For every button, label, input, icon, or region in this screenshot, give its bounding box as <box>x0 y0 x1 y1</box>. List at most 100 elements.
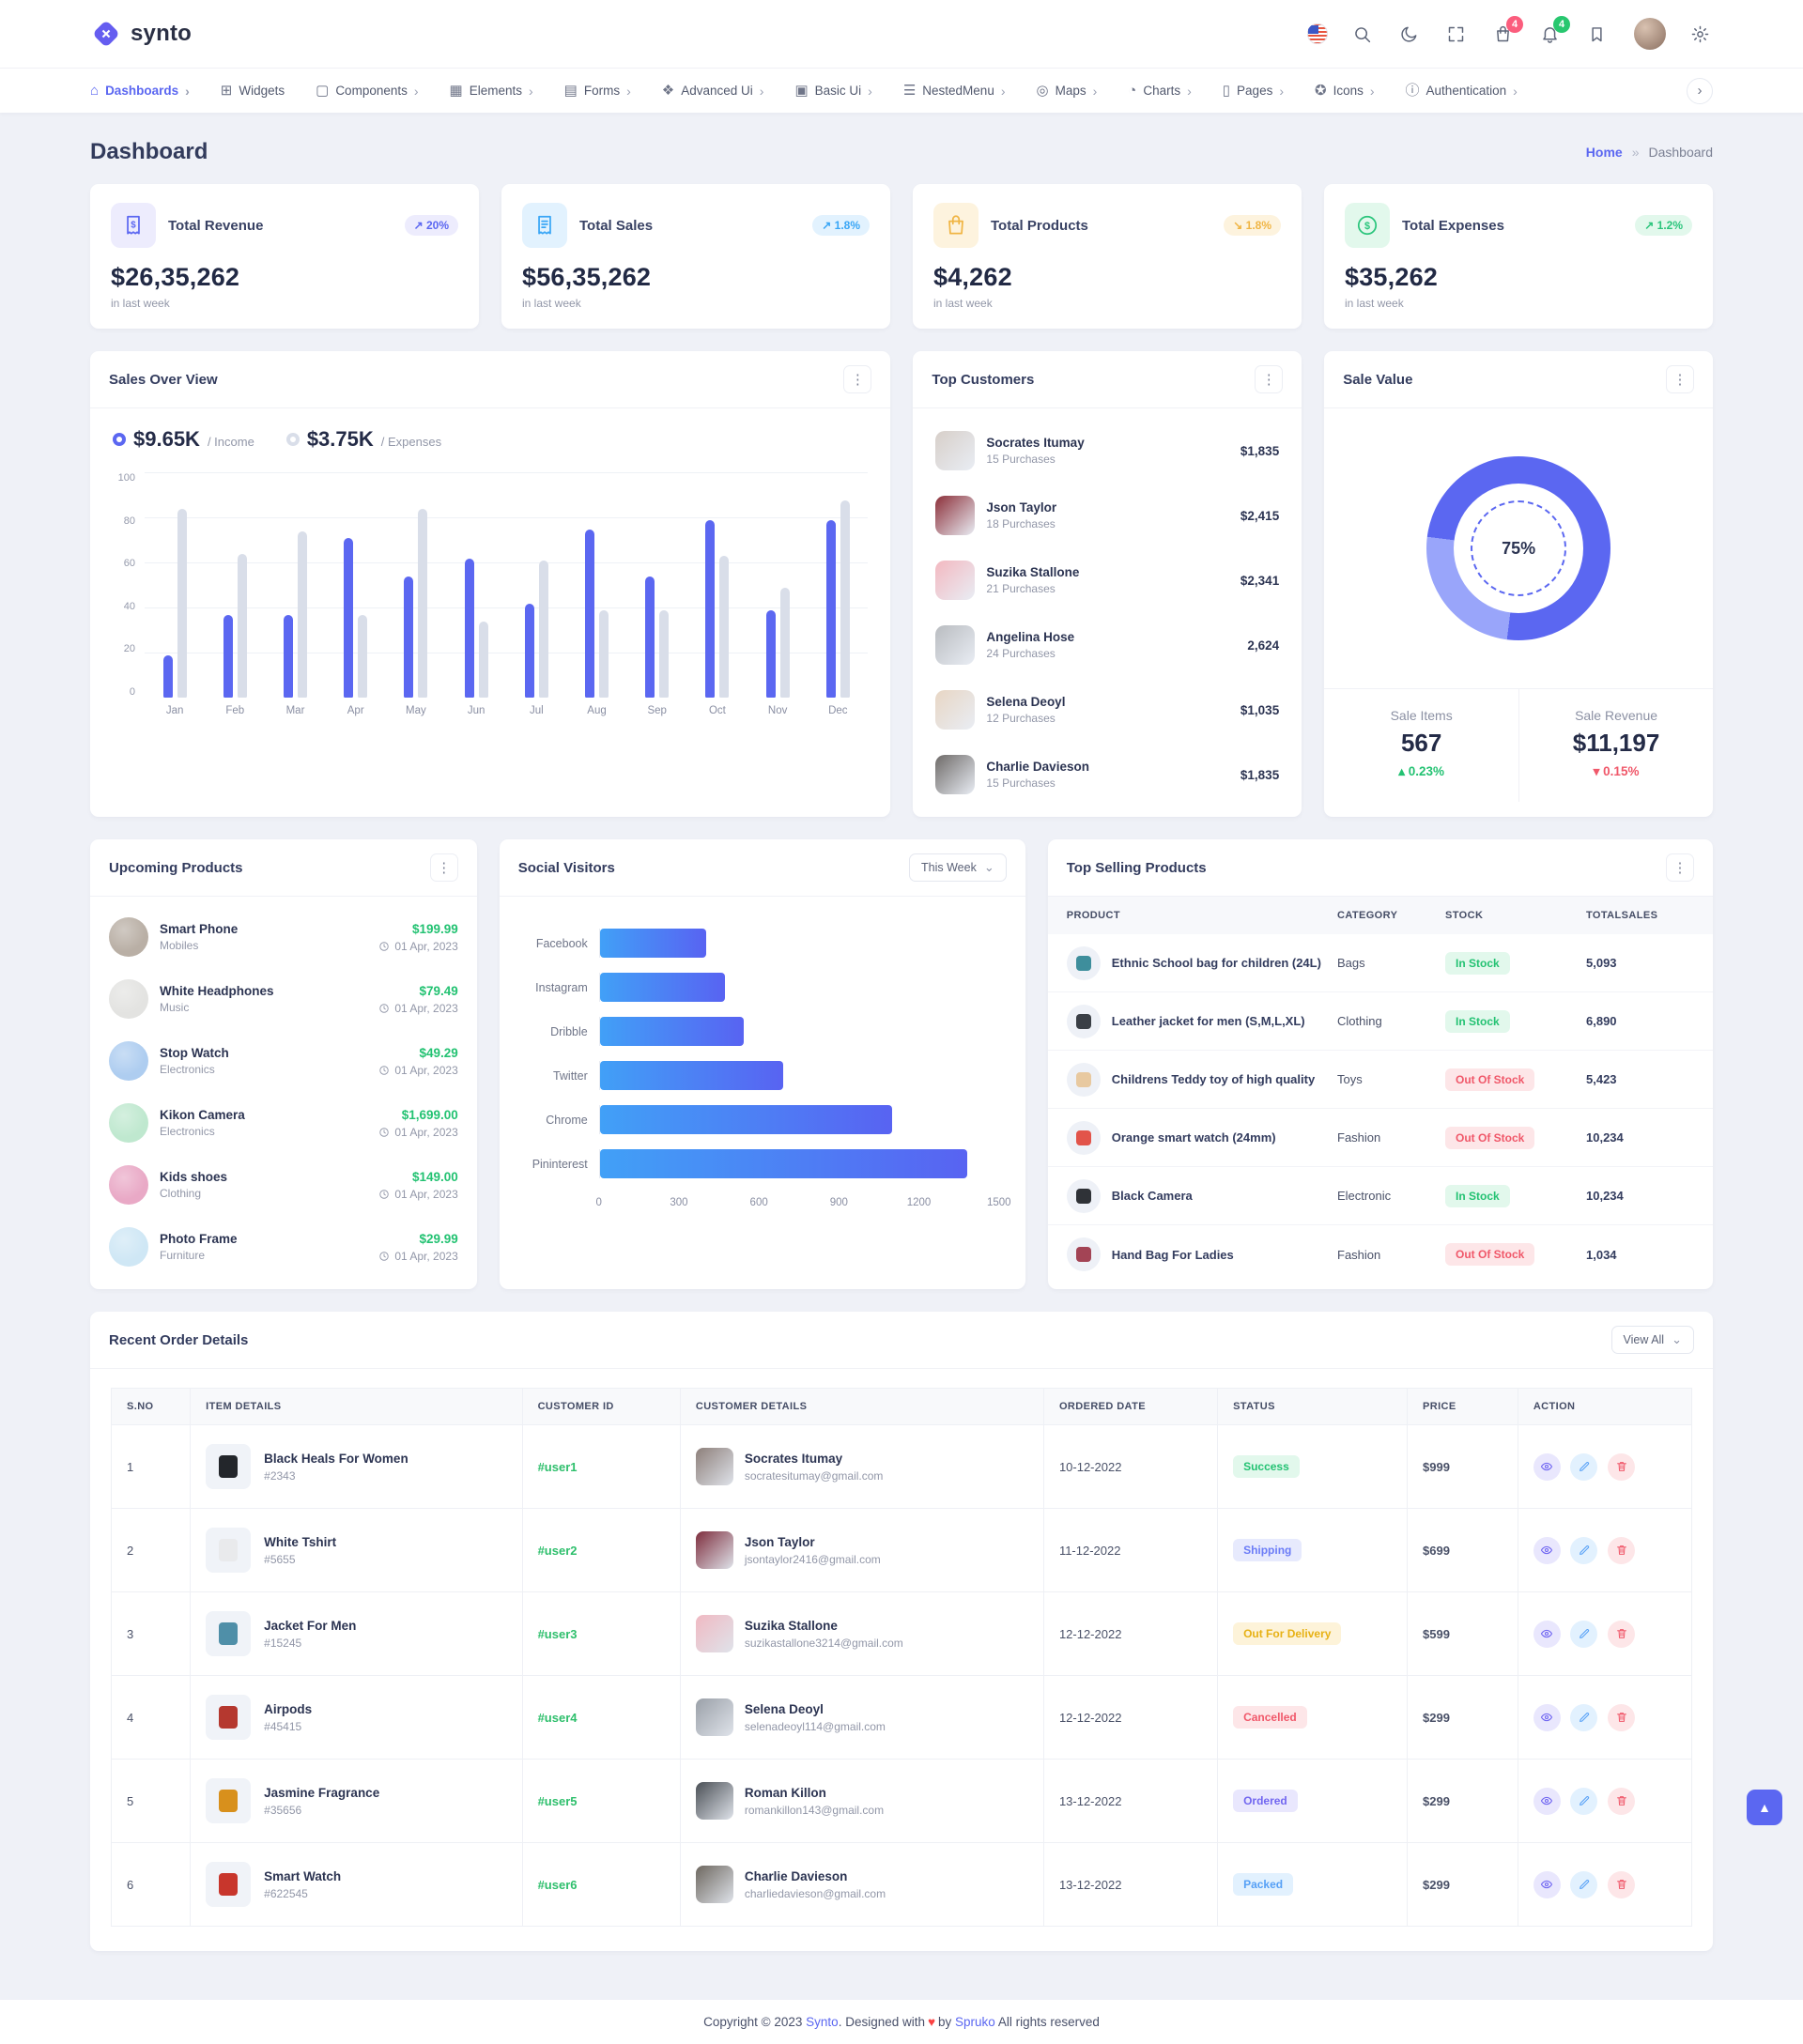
order-customer-id[interactable]: #user4 <box>538 1711 578 1725</box>
nested-menu-icon: ☰ <box>903 84 916 98</box>
notifications-bell-icon[interactable]: 4 <box>1540 23 1563 45</box>
breadcrumb-home-link[interactable]: Home <box>1586 145 1623 160</box>
cart-icon[interactable]: 4 <box>1493 23 1516 45</box>
nav-item-widgets[interactable]: ⊞ Widgets <box>221 84 285 98</box>
fullscreen-icon[interactable] <box>1446 23 1469 45</box>
upcoming-product-item[interactable]: Photo Frame Furniture $29.99 01 Apr, 202… <box>101 1216 466 1278</box>
bar <box>780 588 790 698</box>
footer-author-link[interactable]: Spruko <box>955 2015 995 2029</box>
footer-brand-link[interactable]: Synto <box>806 2015 839 2029</box>
nav-item-pages[interactable]: ▯ Pages <box>1223 84 1284 99</box>
nav-scroll-right-button[interactable]: › <box>1687 78 1713 104</box>
product-name: Kids shoes <box>160 1170 367 1184</box>
chevron-right-icon <box>1001 84 1006 99</box>
scroll-to-top-button[interactable]: ▲ <box>1747 1790 1782 1825</box>
delete-trash-icon[interactable] <box>1608 1453 1635 1481</box>
more-options-icon[interactable] <box>1255 365 1283 393</box>
delete-trash-icon[interactable] <box>1608 1704 1635 1731</box>
delete-trash-icon[interactable] <box>1608 1788 1635 1815</box>
nav-item-elements[interactable]: ▦ Elements <box>450 84 533 99</box>
upcoming-product-item[interactable]: Kids shoes Clothing $149.00 01 Apr, 2023 <box>101 1154 466 1216</box>
delete-trash-icon[interactable] <box>1608 1621 1635 1648</box>
table-row[interactable]: Leather jacket for men (S,M,L,XL) Clothi… <box>1048 992 1713 1051</box>
delete-trash-icon[interactable] <box>1608 1537 1635 1564</box>
more-options-icon[interactable] <box>843 365 871 393</box>
more-options-icon[interactable] <box>1666 365 1694 393</box>
widgets-icon: ⊞ <box>221 84 233 98</box>
view-eye-icon[interactable] <box>1533 1871 1561 1898</box>
view-eye-icon[interactable] <box>1533 1537 1561 1564</box>
upcoming-product-item[interactable]: White Headphones Music $79.49 01 Apr, 20… <box>101 968 466 1030</box>
customer-list-item[interactable]: Suzika Stallone 21 Purchases $2,341 <box>926 550 1288 610</box>
table-row[interactable]: Black Camera Electronic In Stock 10,234 <box>1048 1167 1713 1225</box>
product-name: Kikon Camera <box>160 1108 367 1122</box>
nav-item-nestedmenu[interactable]: ☰ NestedMenu <box>903 84 1006 99</box>
order-customer-id[interactable]: #user1 <box>538 1460 578 1474</box>
language-flag-icon[interactable] <box>1307 23 1328 44</box>
customer-list-item[interactable]: Socrates Itumay 15 Purchases $1,835 <box>926 421 1288 481</box>
view-eye-icon[interactable] <box>1533 1453 1561 1481</box>
more-options-icon[interactable] <box>430 853 458 882</box>
social-bar-row: Instagram <box>516 965 999 1009</box>
order-customer-id[interactable]: #user3 <box>538 1627 578 1641</box>
stat-note: in last week <box>111 297 458 310</box>
order-customer-id[interactable]: #user6 <box>538 1878 578 1892</box>
table-row[interactable]: Childrens Teddy toy of high quality Toys… <box>1048 1051 1713 1109</box>
stat-value: $35,262 <box>1345 263 1692 292</box>
nav-item-maps[interactable]: ◎ Maps <box>1037 84 1098 99</box>
upcoming-product-item[interactable]: Kikon Camera Electronics $1,699.00 01 Ap… <box>101 1092 466 1154</box>
customer-list-item[interactable]: Angelina Hose 24 Purchases 2,624 <box>926 615 1288 675</box>
edit-pencil-icon[interactable] <box>1570 1704 1597 1731</box>
order-customer-id[interactable]: #user5 <box>538 1794 578 1808</box>
week-filter-dropdown[interactable]: This Week <box>909 853 1007 882</box>
nav-item-dashboards[interactable]: ⌂ Dashboards <box>90 84 190 99</box>
upcoming-product-item[interactable]: Stop Watch Electronics $49.29 01 Apr, 20… <box>101 1030 466 1092</box>
customer-avatar <box>935 496 975 535</box>
settings-gear-icon[interactable] <box>1690 23 1713 45</box>
product-category: Electronics <box>160 1125 367 1138</box>
nav-item-charts[interactable]: ◔ Charts <box>1128 84 1192 99</box>
order-customer-id[interactable]: #user2 <box>538 1544 578 1558</box>
orders-col-price: PRICE <box>1408 1389 1518 1425</box>
user-avatar[interactable] <box>1634 18 1666 50</box>
delete-trash-icon[interactable] <box>1608 1871 1635 1898</box>
customer-name: Suzika Stallone <box>986 565 1229 579</box>
edit-pencil-icon[interactable] <box>1570 1537 1597 1564</box>
dark-mode-moon-icon[interactable] <box>1399 23 1422 45</box>
nav-item-icons[interactable]: ✪ Icons <box>1315 84 1375 99</box>
table-row[interactable]: Orange smart watch (24mm) Fashion Out Of… <box>1048 1109 1713 1167</box>
footer-text: Copyright © 2023 <box>703 2015 806 2029</box>
customer-list-item[interactable]: Json Taylor 18 Purchases $2,415 <box>926 485 1288 546</box>
view-all-dropdown[interactable]: View All <box>1611 1326 1694 1354</box>
product-category: Bags <box>1337 956 1445 970</box>
panel-title: Recent Order Details <box>109 1332 248 1348</box>
stat-title: Total Revenue <box>168 218 393 234</box>
view-eye-icon[interactable] <box>1533 1788 1561 1815</box>
bar <box>479 622 488 698</box>
nav-item-advanced-ui[interactable]: ❖ Advanced Ui <box>662 84 764 99</box>
nav-item-components[interactable]: ▢ Components <box>316 84 418 99</box>
order-item-code: #5655 <box>264 1553 336 1566</box>
logo[interactable]: synto <box>90 18 192 50</box>
upcoming-product-item[interactable]: Smart Phone Mobiles $199.99 01 Apr, 2023 <box>101 906 466 968</box>
edit-pencil-icon[interactable] <box>1570 1453 1597 1481</box>
bookmark-icon[interactable] <box>1587 23 1610 45</box>
order-table-row: 5 Jasmine Fragrance #35656 #user5 Roman … <box>112 1760 1692 1843</box>
view-eye-icon[interactable] <box>1533 1704 1561 1731</box>
customer-list-item[interactable]: Selena Deoyl 12 Purchases $1,035 <box>926 680 1288 740</box>
customer-list-item[interactable]: Charlie Davieson 15 Purchases $1,835 <box>926 745 1288 805</box>
view-eye-icon[interactable] <box>1533 1621 1561 1648</box>
nav-item-forms[interactable]: ▤ Forms <box>564 84 631 99</box>
edit-pencil-icon[interactable] <box>1570 1621 1597 1648</box>
search-icon[interactable] <box>1352 23 1375 45</box>
nav-item-basic-ui[interactable]: ▣ Basic Ui <box>794 84 871 99</box>
chevron-down-icon <box>1672 1333 1682 1346</box>
edit-pencil-icon[interactable] <box>1570 1788 1597 1815</box>
edit-pencil-icon[interactable] <box>1570 1871 1597 1898</box>
more-options-icon[interactable] <box>1666 853 1694 882</box>
nav-item-authentication[interactable]: ⓘ Authentication <box>1406 84 1518 99</box>
table-row[interactable]: Ethnic School bag for children (24L) Bag… <box>1048 934 1713 992</box>
nav-item-label: Forms <box>584 84 620 98</box>
table-row[interactable]: Hand Bag For Ladies Fashion Out Of Stock… <box>1048 1225 1713 1283</box>
